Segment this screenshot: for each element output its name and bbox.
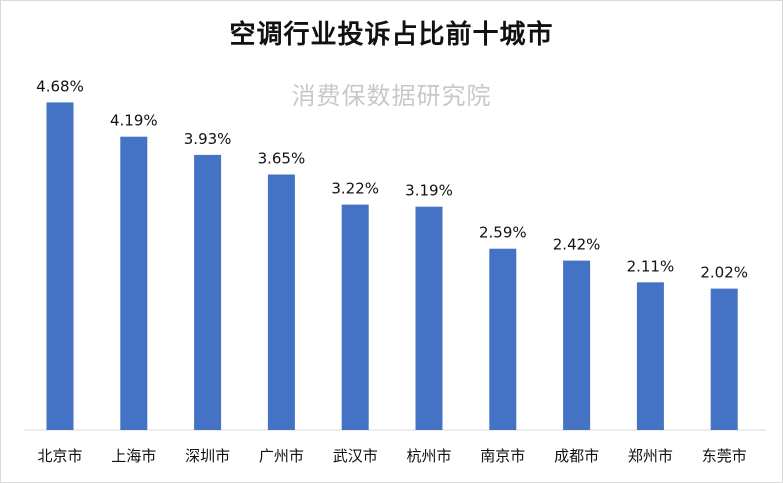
category-label-1: 北京市 bbox=[37, 447, 82, 465]
value-label-10: 2.02% bbox=[700, 264, 748, 282]
chart-title: 空调行业投诉占比前十城市 bbox=[229, 20, 554, 50]
bar-6 bbox=[415, 206, 443, 430]
bar-4 bbox=[267, 174, 295, 430]
value-label-6: 3.19% bbox=[405, 182, 453, 200]
category-label-10: 东莞市 bbox=[702, 447, 747, 465]
bar-8 bbox=[563, 260, 591, 430]
category-label-8: 成都市 bbox=[554, 447, 599, 465]
bar-9 bbox=[636, 282, 664, 430]
value-label-3: 3.93% bbox=[184, 130, 232, 148]
category-label-9: 郑州市 bbox=[628, 447, 673, 465]
value-label-8: 2.42% bbox=[553, 236, 601, 254]
watermark-text: 消费保数据研究院 bbox=[291, 82, 492, 110]
bar-10 bbox=[710, 288, 738, 430]
value-label-7: 2.59% bbox=[479, 224, 527, 242]
value-label-1: 4.68% bbox=[36, 77, 84, 95]
bar-3 bbox=[194, 154, 222, 430]
bar-2 bbox=[120, 136, 148, 430]
value-label-5: 3.22% bbox=[331, 180, 379, 198]
bar-5 bbox=[341, 204, 369, 430]
value-label-9: 2.11% bbox=[627, 257, 675, 275]
category-label-4: 广州市 bbox=[259, 447, 304, 465]
category-label-7: 南京市 bbox=[480, 447, 525, 465]
category-label-5: 武汉市 bbox=[333, 447, 378, 465]
bar-1 bbox=[46, 102, 74, 431]
value-label-4: 3.65% bbox=[258, 150, 306, 168]
category-label-3: 深圳市 bbox=[185, 447, 230, 465]
value-label-2: 4.19% bbox=[110, 112, 158, 130]
category-label-2: 上海市 bbox=[111, 447, 156, 465]
bar-7 bbox=[489, 248, 517, 430]
category-label-6: 杭州市 bbox=[406, 447, 451, 465]
